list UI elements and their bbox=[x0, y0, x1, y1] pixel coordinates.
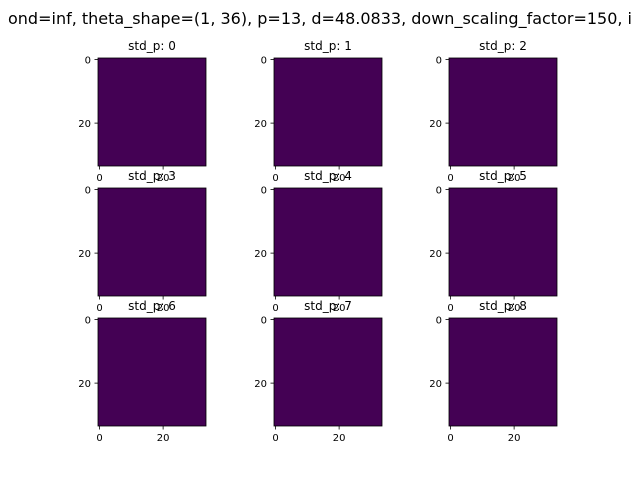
axes-frame bbox=[448, 57, 558, 167]
heatmap-image bbox=[449, 188, 557, 296]
y-tick-label: 20 bbox=[429, 249, 442, 260]
y-tick-label: 20 bbox=[254, 379, 267, 390]
x-tick-label: 20 bbox=[157, 303, 170, 314]
x-tick-label: 20 bbox=[333, 173, 346, 184]
y-tick-label: 20 bbox=[429, 379, 442, 390]
heatmap-image bbox=[98, 318, 206, 426]
subplot-title: std_p: 5 bbox=[479, 169, 527, 183]
subplot-title: std_p: 8 bbox=[479, 299, 527, 313]
x-tick-label: 0 bbox=[272, 173, 278, 184]
x-tick-label: 20 bbox=[508, 433, 521, 444]
axes-frame bbox=[97, 57, 207, 167]
subplot-1: std_p: 1 0 20 0 20 bbox=[254, 39, 383, 184]
subplot-title: std_p: 7 bbox=[304, 299, 352, 313]
heatmap-image bbox=[274, 188, 382, 296]
axes-frame bbox=[273, 317, 383, 427]
heatmap-image bbox=[449, 318, 557, 426]
x-tick-label: 0 bbox=[96, 433, 102, 444]
subplot-3: std_p: 3 0 20 0 20 bbox=[78, 169, 207, 314]
subplot-2: std_p: 2 0 20 0 20 bbox=[429, 39, 558, 184]
y-tick-label: 0 bbox=[85, 316, 91, 327]
subplot-6: std_p: 6 0 20 0 20 bbox=[78, 299, 207, 444]
subplot-grid: std_p: 0 0 20 0 20 std_p: 1 0 20 0 20 std_p: 2 0 20 0… bbox=[78, 39, 558, 444]
axes-frame bbox=[448, 187, 558, 297]
subplot-title: std_p: 2 bbox=[479, 39, 527, 53]
subplot-title: std_p: 6 bbox=[128, 299, 176, 313]
y-tick-label: 0 bbox=[436, 316, 442, 327]
subplot-title: std_p: 4 bbox=[304, 169, 352, 183]
y-tick-label: 20 bbox=[78, 379, 91, 390]
x-tick-label: 0 bbox=[272, 433, 278, 444]
x-tick-label: 0 bbox=[447, 433, 453, 444]
heatmap-image bbox=[449, 58, 557, 166]
axes-frame bbox=[273, 187, 383, 297]
heatmap-image bbox=[98, 188, 206, 296]
x-tick-label: 20 bbox=[333, 303, 346, 314]
y-tick-label: 0 bbox=[261, 316, 267, 327]
subplot-title: std_p: 0 bbox=[128, 39, 176, 53]
y-tick-label: 20 bbox=[78, 249, 91, 260]
y-tick-label: 20 bbox=[254, 249, 267, 260]
x-tick-label: 0 bbox=[447, 173, 453, 184]
y-tick-label: 0 bbox=[436, 186, 442, 197]
subplot-8: std_p: 8 0 20 0 20 bbox=[429, 299, 558, 444]
axes-frame bbox=[273, 57, 383, 167]
x-tick-label: 20 bbox=[157, 433, 170, 444]
y-tick-label: 0 bbox=[261, 186, 267, 197]
y-tick-label: 0 bbox=[436, 56, 442, 67]
heatmap-image bbox=[274, 58, 382, 166]
x-tick-label: 20 bbox=[333, 433, 346, 444]
subplot-0: std_p: 0 0 20 0 20 bbox=[78, 39, 207, 184]
subplot-7: std_p: 7 0 20 0 20 bbox=[254, 299, 383, 444]
y-tick-label: 20 bbox=[78, 119, 91, 130]
figure-suptitle: ond=inf, theta_shape=(1, 36), p=13, d=48… bbox=[8, 9, 632, 29]
x-tick-label: 20 bbox=[157, 173, 170, 184]
x-tick-label: 20 bbox=[508, 173, 521, 184]
x-tick-label: 0 bbox=[96, 173, 102, 184]
subplot-title: std_p: 3 bbox=[128, 169, 176, 183]
y-tick-label: 0 bbox=[85, 186, 91, 197]
x-tick-label: 0 bbox=[272, 303, 278, 314]
axes-frame bbox=[97, 187, 207, 297]
y-tick-label: 0 bbox=[261, 56, 267, 67]
axes-frame bbox=[97, 317, 207, 427]
subplot-title: std_p: 1 bbox=[304, 39, 352, 53]
y-tick-label: 20 bbox=[429, 119, 442, 130]
axes-frame bbox=[448, 317, 558, 427]
x-tick-label: 0 bbox=[447, 303, 453, 314]
heatmap-image bbox=[274, 318, 382, 426]
heatmap-image bbox=[98, 58, 206, 166]
y-tick-label: 0 bbox=[85, 56, 91, 67]
subplot-5: std_p: 5 0 20 0 20 bbox=[429, 169, 558, 314]
x-tick-label: 0 bbox=[96, 303, 102, 314]
y-tick-label: 20 bbox=[254, 119, 267, 130]
x-tick-label: 20 bbox=[508, 303, 521, 314]
